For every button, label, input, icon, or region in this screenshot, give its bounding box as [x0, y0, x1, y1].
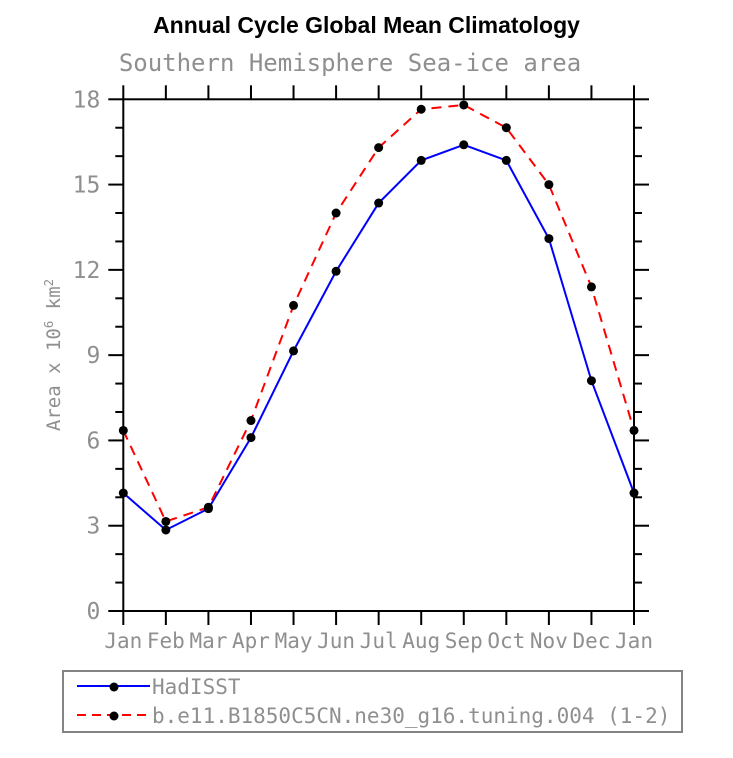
x-tick-label: Feb: [147, 629, 185, 653]
x-tick-label: Jan: [104, 629, 142, 653]
data-point: [416, 104, 426, 114]
series-markers-0: [118, 140, 639, 535]
data-point: [544, 234, 554, 244]
data-point: [629, 425, 639, 435]
y-axis-ticks: [108, 98, 649, 612]
data-point: [501, 155, 511, 165]
x-tick-label: Nov: [530, 629, 568, 653]
x-axis-ticks: [122, 85, 635, 625]
legend-label-0: HadISST: [152, 674, 241, 699]
data-point: [374, 198, 384, 208]
legend-line-sample: [77, 710, 150, 721]
data-point: [203, 502, 213, 512]
data-point: [586, 376, 596, 386]
data-point: [459, 100, 469, 110]
data-point: [374, 143, 384, 153]
x-tick-label: Jul: [360, 629, 398, 653]
series-markers-1: [118, 100, 639, 526]
y-axis-title-text: km: [43, 286, 65, 321]
x-tick-label: Aug: [402, 629, 440, 653]
chart-title: Annual Cycle Global Mean Climatology: [153, 12, 580, 38]
marker-dot-icon: [109, 682, 118, 691]
legend-row-0: HadISST: [64, 672, 681, 701]
legend-row-1: b.e11.B1850C5CN.ne30_g16.tuning.004 (1-2…: [64, 701, 681, 730]
y-tick-label: 0: [86, 599, 100, 625]
data-point: [459, 140, 469, 150]
data-point: [118, 425, 128, 435]
legend-line-sample: [77, 681, 150, 692]
x-axis-labels: Jan Feb Mar Apr May Jun Jul Aug Sep Oct Nov Dec Jan: [104, 629, 653, 653]
y-axis-title-text: Area x 10: [43, 328, 65, 432]
y-tick-label: 18: [73, 87, 101, 113]
series-line-1: [122, 103, 635, 523]
y-axis-title: Area x 106 km2: [42, 278, 65, 432]
data-point: [416, 155, 426, 165]
data-point: [289, 346, 299, 356]
data-point: [331, 208, 341, 218]
y-tick-label: 6: [86, 428, 100, 454]
x-tick-label: Dec: [572, 629, 610, 653]
data-point: [246, 433, 256, 443]
y-tick-label: 9: [86, 343, 100, 369]
x-tick-label: Jun: [317, 629, 355, 653]
x-tick-label: Oct: [487, 629, 525, 653]
y-axis-labels: 0 3 6 9 12 15 18: [73, 87, 101, 625]
data-point: [161, 516, 171, 526]
y-axis-title-sup: 6: [42, 320, 57, 329]
data-point: [161, 525, 171, 535]
data-point: [118, 488, 128, 498]
data-point: [501, 123, 511, 133]
legend-label-1: b.e11.B1850C5CN.ne30_g16.tuning.004 (1-2…: [152, 703, 671, 728]
data-point: [246, 416, 256, 426]
legend: HadISST b.e11.B1850C5CN.ne30_g16.tuning.0…: [62, 670, 683, 733]
data-point: [331, 266, 341, 276]
x-tick-label: May: [275, 629, 313, 653]
data-point: [629, 488, 639, 498]
marker-dot-icon: [109, 711, 118, 720]
plot-frame: [122, 98, 636, 613]
y-tick-label: 3: [86, 514, 100, 540]
x-tick-label: Jan: [615, 629, 653, 653]
data-point: [586, 282, 596, 292]
x-tick-label: Mar: [189, 629, 227, 653]
data-point: [289, 300, 299, 310]
data-point: [544, 180, 554, 190]
y-axis-title-sup: 2: [42, 278, 57, 287]
y-tick-label: 15: [73, 173, 101, 199]
x-tick-label: Apr: [232, 629, 270, 653]
y-tick-label: 12: [73, 258, 101, 284]
x-tick-label: Sep: [445, 629, 483, 653]
chart-subtitle: Southern Hemisphere Sea-ice area: [118, 49, 582, 77]
